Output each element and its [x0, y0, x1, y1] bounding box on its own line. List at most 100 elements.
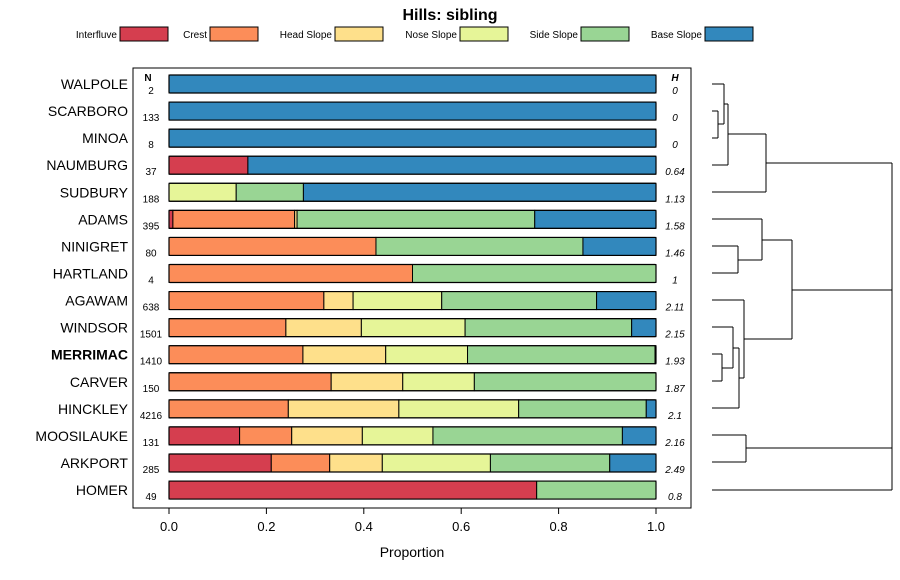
bar-segment — [168, 480, 538, 500]
bar-segment — [239, 426, 293, 446]
h-value: 1.93 — [665, 357, 685, 368]
bar-outline — [168, 101, 657, 121]
n-value: 285 — [143, 465, 160, 476]
legend: Interfluve Crest Head Slope Nose Slope Side … — [76, 26, 754, 42]
bar-segment — [168, 453, 272, 473]
legend-swatch — [119, 26, 169, 42]
bar-segment — [168, 345, 304, 365]
row: MINOA 8 0 — [82, 128, 678, 151]
bar-segment — [168, 263, 413, 283]
bar-segment — [631, 318, 657, 338]
bar-segment — [168, 74, 657, 94]
bar-segment — [287, 399, 400, 419]
h-value: 0 — [672, 113, 678, 124]
dendrogram — [712, 83, 893, 491]
bar-segment — [302, 182, 657, 202]
bar-segment — [398, 399, 520, 419]
h-value: 1.46 — [665, 248, 685, 259]
bar-segment — [168, 155, 249, 175]
row: WINDSOR 1501 2.15 — [60, 318, 685, 341]
h-value: 2.49 — [664, 465, 685, 476]
row-label: CARVER — [70, 374, 128, 390]
n-value: 150 — [143, 384, 160, 395]
bar-segment — [168, 318, 287, 338]
bar-segment — [235, 182, 304, 202]
bar-segment — [360, 318, 466, 338]
chart-title: Hills: sibling — [402, 7, 497, 24]
legend-swatch — [334, 26, 384, 42]
x-tick-label: 0.4 — [355, 519, 373, 534]
row-label: ARKPORT — [61, 455, 129, 471]
row-label: ADAMS — [78, 211, 128, 227]
row-label: MINOA — [82, 130, 129, 146]
bar-segment — [172, 209, 296, 229]
n-value: 638 — [143, 303, 160, 314]
n-value: 131 — [143, 438, 160, 449]
bar-segment — [291, 426, 363, 446]
bar-outline — [168, 155, 657, 175]
n-value: 2 — [148, 86, 154, 97]
bar-segment — [168, 399, 289, 419]
h-value: 2.16 — [664, 438, 685, 449]
row-label: NINIGRET — [61, 238, 128, 254]
bar-segment — [536, 480, 657, 500]
n-value: 395 — [143, 221, 160, 232]
bar-segment — [518, 399, 647, 419]
x-axis-label: Proportion — [380, 544, 445, 560]
x-axis: 0.0 0.2 0.4 0.6 0.8 1.0 — [160, 508, 665, 534]
n-value: 80 — [145, 248, 157, 259]
bar-segment — [285, 318, 362, 338]
dendro-branch — [712, 83, 892, 193]
row: SUDBURY 188 1.13 — [60, 182, 685, 205]
row: MOOSILAUKE 131 2.16 — [35, 426, 685, 449]
h-value: 0.64 — [665, 167, 685, 178]
row-label: WINDSOR — [60, 320, 128, 336]
bar-segment — [329, 453, 383, 473]
bar-segment — [489, 453, 611, 473]
row: NINIGRET 80 1.46 — [61, 236, 685, 259]
bar-segment — [596, 291, 657, 311]
h-value: 1 — [672, 275, 678, 286]
bar-segment — [168, 426, 241, 446]
bar-segment — [168, 236, 377, 256]
n-value: 4216 — [140, 411, 163, 422]
bar-segment — [473, 372, 657, 392]
bar-segment — [464, 318, 633, 338]
bar-outline — [168, 480, 657, 500]
h-value: 2.11 — [665, 303, 685, 314]
bar-segment — [247, 155, 657, 175]
n-value: 188 — [143, 194, 160, 205]
bar-segment — [582, 236, 657, 256]
bar-segment — [645, 399, 657, 419]
row: MERRIMAC 1410 1.93 — [51, 345, 685, 368]
n-value: 37 — [145, 167, 157, 178]
legend-label: Crest — [183, 30, 207, 41]
legend-label: Head Slope — [280, 30, 333, 41]
bar-segment — [609, 453, 657, 473]
n-value: 8 — [148, 140, 154, 151]
row: NAUMBURG 37 0.64 — [46, 155, 685, 178]
row: HINCKLEY 4216 2.1 — [58, 399, 682, 422]
bar-segment — [361, 426, 434, 446]
bar-outline — [168, 290, 657, 311]
bar-segment — [302, 345, 387, 365]
bar-segment — [467, 345, 656, 365]
x-tick-label: 0.0 — [160, 519, 178, 534]
bar-segment — [168, 372, 332, 392]
legend-swatch — [459, 26, 509, 42]
n-header: N — [144, 73, 151, 84]
row-label: HINCKLEY — [58, 401, 129, 417]
bar-outline — [168, 263, 657, 284]
row-label: SUDBURY — [60, 184, 129, 200]
bar-outline — [168, 182, 657, 202]
bar-outline — [168, 345, 657, 365]
legend-label: Base Slope — [651, 30, 703, 41]
row-label: HOMER — [76, 482, 128, 498]
row: ARKPORT 285 2.49 — [61, 453, 685, 476]
n-value: 133 — [143, 113, 160, 124]
n-value: 1501 — [140, 330, 163, 341]
bar-outline — [168, 426, 657, 446]
row: HARTLAND 4 1 — [53, 263, 678, 286]
